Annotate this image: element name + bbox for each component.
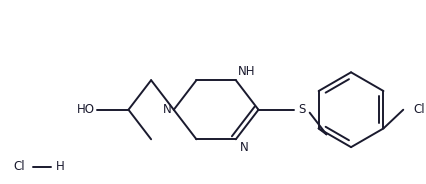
Text: Cl: Cl [412,103,424,116]
Text: HO: HO [77,103,95,116]
Text: N: N [239,141,248,154]
Text: NH: NH [237,65,255,78]
Text: Cl: Cl [13,160,25,173]
Text: S: S [297,103,305,116]
Text: H: H [56,160,65,173]
Text: N: N [163,103,171,116]
